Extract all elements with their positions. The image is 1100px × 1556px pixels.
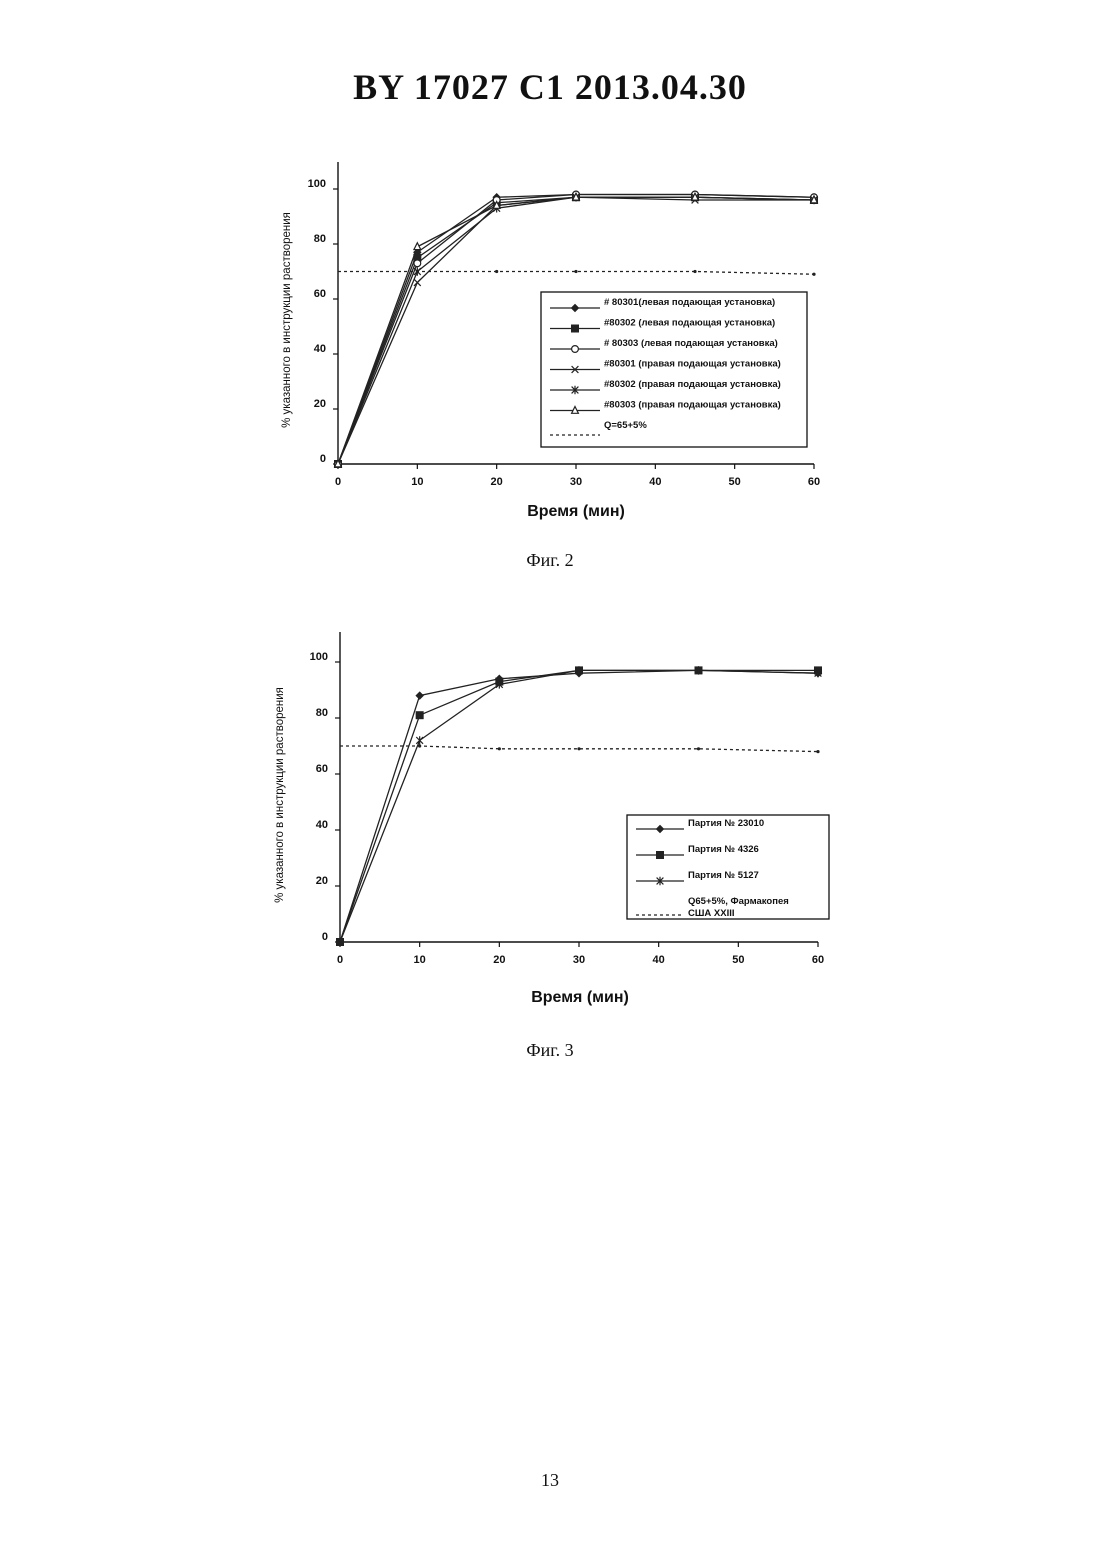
x-tick-label: 50: [732, 954, 744, 966]
legend-label: Партия № 4326: [688, 844, 759, 855]
x-tick-label: 0: [335, 476, 341, 488]
dissolution-chart-fig3: 0 10 20 30 40 50 60 0 20 40 60 80 100 Время (мин) %…: [0, 620, 1100, 1020]
reference-point: [495, 270, 498, 273]
legend-label: #80301 (правая подающая установка): [604, 359, 781, 370]
reference-point: [812, 273, 815, 276]
legend-label: Q65+5%, Фармакопея: [688, 896, 789, 907]
figure-caption-2: Фиг. 2: [0, 550, 1100, 571]
x-tick-label: 10: [414, 954, 426, 966]
legend-marker: [572, 346, 579, 353]
legend: Партия № 23010 Партия № 4326 Партия № 5127…: [627, 815, 829, 919]
legend-label: # 80303 (левая подающая установка): [604, 338, 778, 349]
y-tick-label: 80: [314, 233, 326, 245]
legend-label: #80302 (левая подающая установка): [604, 318, 775, 329]
legend-marker: [657, 852, 664, 859]
y-tick-label: 80: [316, 707, 328, 719]
reference-line-q: [340, 744, 820, 753]
x-tick-label: 20: [491, 476, 503, 488]
page-header: BY 17027 C1 2013.04.30: [0, 66, 1100, 108]
y-tick-label: 20: [314, 398, 326, 410]
y-tick-label: 40: [314, 343, 326, 355]
legend-label: Q=65+5%: [604, 420, 647, 431]
legend: # 80301(левая подающая установка) #80302 …: [541, 292, 807, 447]
dissolution-chart-fig2: 0 10 20 30 40 50 60 0 20 40 60 80 100 Время (мин) %…: [0, 140, 1100, 540]
y-tick-label: 0: [320, 453, 326, 465]
page-number: 13: [0, 1470, 1100, 1491]
y-axis-label: % указанного в инструкции растворения: [274, 687, 286, 903]
legend-label: #80303 (правая подающая установка): [604, 400, 781, 411]
legend-label: #80302 (правая подающая установка): [604, 379, 781, 390]
x-tick-label: 30: [570, 476, 582, 488]
plot-area: 0 10 20 30 40 50 60 0 20 40 60 80 100 Время (мин) %…: [281, 162, 820, 520]
legend-label: Партия № 23010: [688, 818, 764, 829]
data-point: [414, 260, 421, 267]
reference-point: [697, 747, 700, 750]
y-ticks: 0 20 40 60 80 100: [308, 178, 338, 465]
figure-caption-3: Фиг. 3: [0, 1040, 1100, 1061]
data-point: [416, 712, 423, 719]
y-tick-label: 100: [308, 178, 326, 190]
x-tick-label: 0: [337, 954, 343, 966]
x-tick-label: 60: [812, 954, 824, 966]
x-tick-label: 50: [729, 476, 741, 488]
x-ticks: 0 10 20 30 40 50 60: [335, 464, 820, 488]
x-ticks: 0 10 20 30 40 50 60: [337, 942, 824, 966]
reference-point: [577, 747, 580, 750]
data-point: [414, 267, 421, 275]
y-tick-label: 100: [310, 651, 328, 663]
x-tick-label: 10: [411, 476, 423, 488]
plot-area: 0 10 20 30 40 50 60 0 20 40 60 80 100 Время (мин) %…: [274, 632, 829, 1006]
x-tick-label: 60: [808, 476, 820, 488]
y-tick-label: 40: [316, 819, 328, 831]
y-axis-label: % указанного в инструкции растворения: [281, 212, 293, 428]
y-tick-label: 60: [316, 763, 328, 775]
legend-label: # 80301(левая подающая установка): [604, 297, 775, 308]
y-ticks: 0 20 40 60 80 100: [310, 651, 340, 943]
legend-label: США XXIII: [688, 908, 735, 919]
reference-point: [574, 270, 577, 273]
reference-point: [693, 270, 696, 273]
reference-point: [816, 750, 819, 753]
y-tick-label: 0: [322, 931, 328, 943]
reference-point: [498, 747, 501, 750]
x-tick-label: 40: [653, 954, 665, 966]
data-point: [416, 692, 423, 699]
x-tick-label: 40: [649, 476, 661, 488]
x-axis-label: Время (мин): [531, 989, 629, 1006]
y-tick-label: 60: [314, 288, 326, 300]
legend-label: Партия № 5127: [688, 870, 759, 881]
x-tick-label: 30: [573, 954, 585, 966]
data-point: [416, 736, 423, 744]
x-tick-label: 20: [493, 954, 505, 966]
x-axis-label: Время (мин): [527, 503, 625, 520]
y-tick-label: 20: [316, 875, 328, 887]
data-point: [414, 279, 421, 286]
legend-marker: [572, 325, 579, 332]
